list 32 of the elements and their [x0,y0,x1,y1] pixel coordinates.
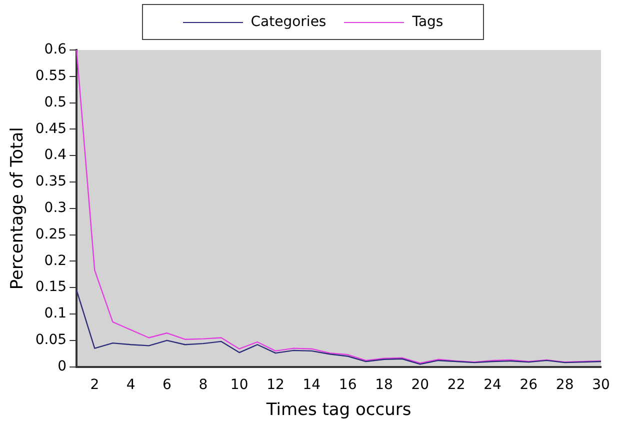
y-tick-label: 0.45 [35,120,67,137]
x-tick-label: 18 [375,376,393,393]
x-tick-label: 24 [484,376,502,393]
x-tick-label: 10 [230,376,248,393]
legend-label: Tags [411,14,444,30]
y-tick-label: 0.5 [44,94,67,110]
x-tick-label: 14 [302,376,321,393]
x-tick-label: 12 [266,376,284,393]
y-axis-title: Percentage of Total [8,127,28,290]
x-tick-label: 16 [338,376,357,393]
x-tick-label: 2 [90,376,100,393]
y-tick-label: 0.2 [44,252,67,269]
y-tick-label: 0 [58,358,67,374]
x-axis-title: Times tag occurs [265,400,412,420]
y-tick-label: 0.1 [44,306,67,322]
legend-label: Categories [250,14,326,30]
y-tick-label: 0.35 [35,174,67,190]
x-tick-label: 20 [411,376,430,393]
x-tick-label: 28 [556,376,574,393]
y-tick-label: 0.55 [35,68,67,84]
x-tick-label: 8 [198,376,208,393]
x-tick-label: 30 [592,376,610,393]
y-tick-label: 0.3 [44,200,67,216]
y-tick-label: 0.4 [44,147,67,164]
y-tick-label: 0.6 [44,42,67,58]
x-tick-label: 6 [162,376,172,393]
x-tick-label: 4 [126,376,136,393]
x-tick-label: 22 [447,376,466,393]
x-tick-label: 26 [520,376,538,393]
y-tick-label: 0.15 [35,279,67,296]
y-tick-label: 0.05 [35,332,67,348]
y-tick-label: 0.25 [35,226,67,242]
